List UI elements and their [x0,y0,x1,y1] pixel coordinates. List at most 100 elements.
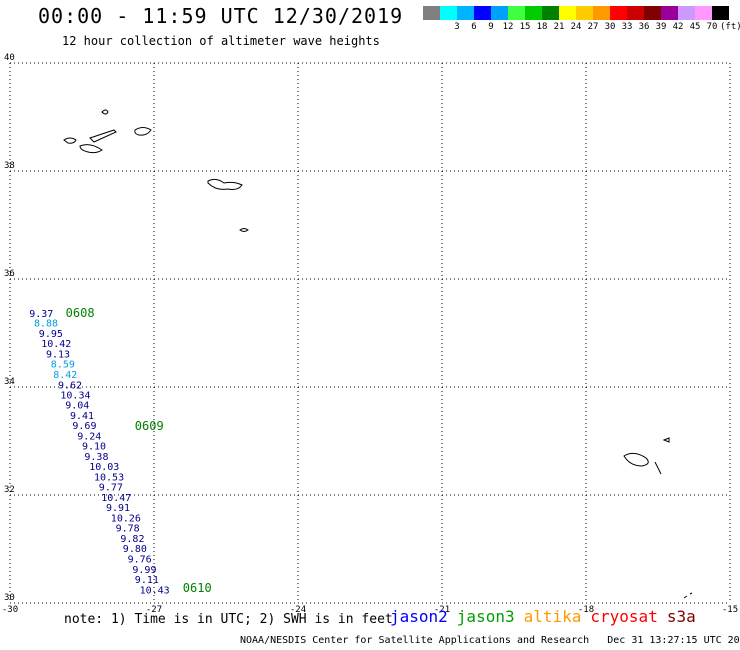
swh-value: 9.38 [84,452,108,463]
colorbar-label: 12 [502,22,514,32]
colorbar-label: 36 [638,22,650,32]
colorbar-swatch [644,6,661,20]
colorbar-swatch [440,6,457,20]
map-grid [9,62,731,604]
satellite-legend: jason2 jason3 altika cryosat s3a [390,607,705,626]
island-sao-jorge [89,129,117,143]
chart-title: 00:00 - 11:59 UTC 12/30/2019 [38,4,404,28]
swh-value: 9.41 [70,411,94,422]
colorbar-swatch [491,6,508,20]
swh-value: 9.24 [77,431,101,442]
pass-time-label: 0610 [183,581,212,595]
latitude-tick-label: 32 [4,485,15,495]
island-sao-miguel [207,178,243,190]
swh-value: 9.13 [46,349,70,360]
colorbar-swatch [593,6,610,20]
island-porto-santo [662,437,670,443]
colorbar-swatch [474,6,491,20]
legend-jason3: jason3 [456,607,515,626]
colorbar-swatch [712,6,729,20]
colorbar-swatch [508,6,525,20]
island-faial-pico [63,137,77,144]
colorbar-label: 70 [706,22,718,32]
colorbar-swatch [695,6,712,20]
longitude-tick-label: -24 [290,605,306,615]
axis-ticks: -30 -27 -24 -21 -18 -15 40 38 36 34 32 30 [2,53,738,615]
swh-value: 9.62 [58,381,82,392]
swh-value: 10.47 [101,493,131,504]
latitude-tick-label: 40 [4,53,15,63]
swh-value: 9.10 [82,442,106,453]
legend-jason2: jason2 [390,607,448,626]
colorbar-swatch [610,6,627,20]
swh-value: 10.34 [60,390,90,401]
colorbar-label: 3 [454,22,460,32]
swh-value: 9.78 [116,524,140,535]
island-pico [79,144,103,154]
swh-value: 10.26 [111,513,141,524]
colorbar-label: 21 [553,22,565,32]
swh-value: 9.82 [120,534,144,545]
colorbar-label: 15 [519,22,531,32]
swh-value: 9.11 [135,575,159,586]
longitude-tick-label: -30 [2,605,18,615]
colorbar-swatch [542,6,559,20]
swh-value: 9.99 [132,565,156,576]
colorbar-label: 39 [655,22,667,32]
swh-value: 9.91 [106,503,130,514]
latitude-tick-label: 30 [4,593,15,603]
colorbar-swatch [423,6,440,20]
latitude-tick-label: 38 [4,161,15,171]
swh-value: 10.43 [140,585,170,596]
colorbar-label: 45 [689,22,701,32]
colorbar-label: 6 [471,22,477,32]
satellite-track: 9.378.889.9510.429.138.598.429.6210.349.… [29,306,212,596]
longitude-tick-label: -15 [722,605,738,615]
swh-value: 8.88 [34,319,58,330]
colorbar-unit: (ft) [720,22,740,32]
pass-time-label: 0609 [135,419,164,433]
footer-credit: NOAA/NESDIS Center for Satellite Applica… [240,635,740,646]
swh-value: 9.77 [99,483,123,494]
swh-value: 9.80 [123,544,147,555]
colorbar-swatch [576,6,593,20]
island-terceira [134,127,152,136]
colorbar-swatch [678,6,695,20]
island-outlines [63,109,693,599]
swh-value: 10.42 [41,339,71,350]
swh-value: 8.42 [53,370,77,381]
swh-value: 9.04 [65,401,89,412]
swh-value: 9.95 [39,329,63,340]
pass-time-label: 0608 [66,306,95,320]
colorbar-swatch [457,6,474,20]
colorbar-label: 24 [570,22,582,32]
swh-value: 8.59 [51,360,75,371]
colorbar-label: 30 [604,22,616,32]
legend-cryosat: cryosat [590,607,658,626]
longitude-tick-label: -21 [434,605,450,615]
swh-value: 9.37 [29,309,53,320]
legend-s3a: s3a [666,607,696,626]
colorbar-swatch [661,6,678,20]
swh-value: 9.76 [128,555,152,566]
island-santa-maria [239,228,249,232]
footer-note: note: 1) Time is in UTC; 2) SWH is in fe… [64,612,393,627]
legend-altika: altika [523,607,582,626]
island-desertas [654,461,662,475]
colorbar-swatch [525,6,542,20]
latitude-tick-label: 36 [4,269,15,279]
colorbar-label: 27 [587,22,599,32]
island-selvagens [683,592,693,599]
island-flores [101,109,109,115]
colorbar-label: 18 [536,22,548,32]
colorbar-label: 42 [672,22,684,32]
colorbar-swatch [627,6,644,20]
island-madeira [623,452,649,467]
latitude-tick-label: 34 [4,377,15,387]
longitude-tick-label: -18 [578,605,594,615]
swh-value: 10.03 [89,462,119,473]
longitude-tick-label: -27 [146,605,162,615]
colorbar-swatch [559,6,576,20]
swh-value: 10.53 [94,472,124,483]
